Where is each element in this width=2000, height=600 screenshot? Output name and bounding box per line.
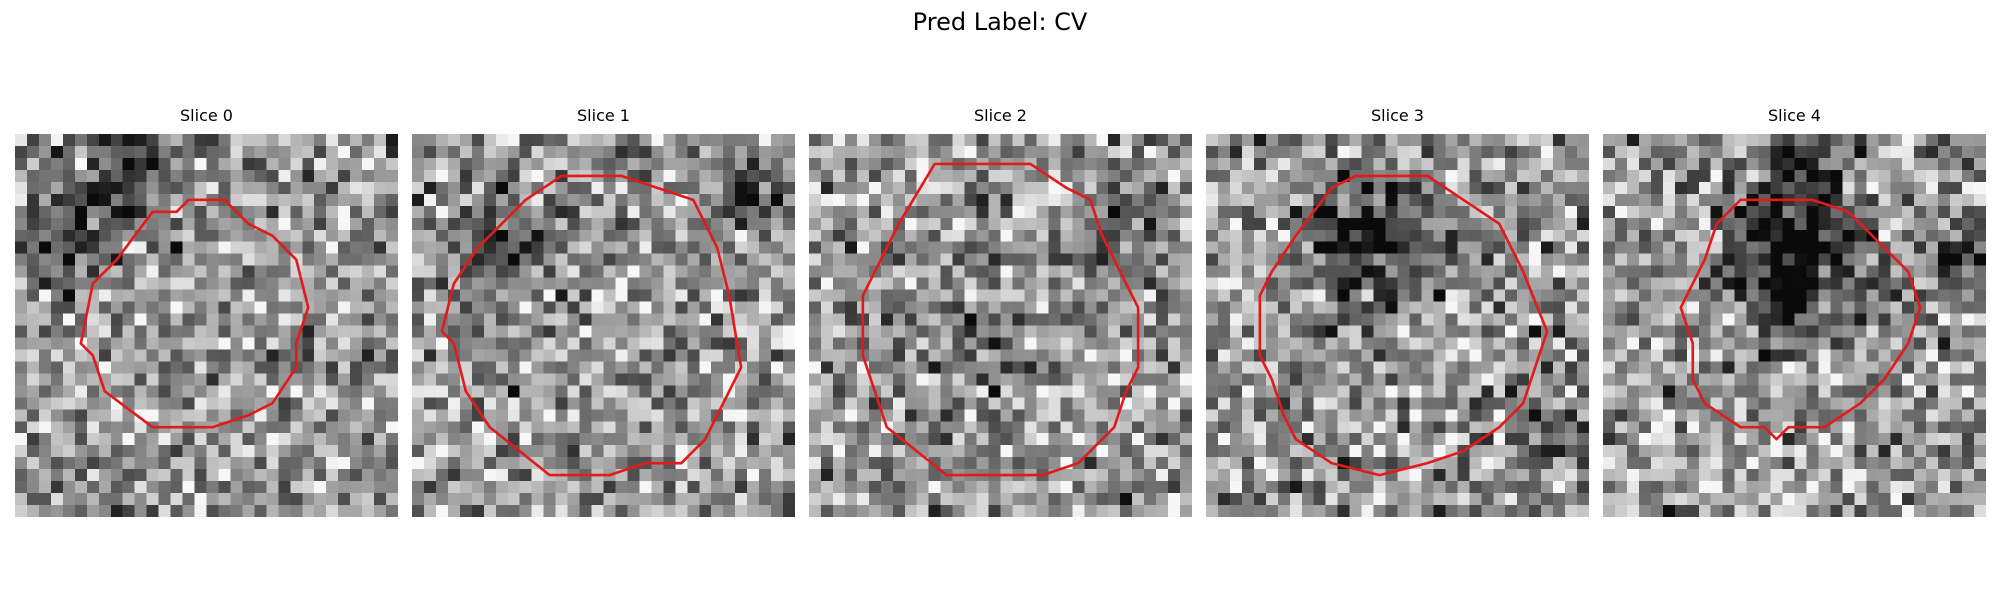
slice-image-4 <box>1603 134 1986 517</box>
roi-contour <box>1679 198 1922 441</box>
slice-title: Slice 4 <box>1768 106 1821 125</box>
slice-image-2 <box>809 134 1192 517</box>
slice-image-0 <box>15 134 398 517</box>
roi-contour <box>861 162 1140 477</box>
slice-panel-1: Slice 1 <box>412 105 795 518</box>
slice-panel-3: Slice 3 <box>1206 105 1589 518</box>
roi-contour <box>440 174 743 477</box>
slice-title: Slice 2 <box>974 106 1027 125</box>
slice-image-3 <box>1206 134 1589 517</box>
roi-contour <box>1258 174 1549 477</box>
roi-contour <box>79 198 310 429</box>
pixel-grid <box>15 134 398 517</box>
slice-title: Slice 1 <box>577 106 630 125</box>
slice-panel-4: Slice 4 <box>1603 105 1986 518</box>
pixel-grid <box>1603 134 1986 517</box>
figure-title: Pred Label: CV <box>912 8 1088 36</box>
slice-panel-0: Slice 0 <box>15 105 398 518</box>
pixel-grid <box>1206 134 1589 517</box>
pixel-grid <box>412 134 795 517</box>
slice-title: Slice 0 <box>180 106 233 125</box>
slice-image-1 <box>412 134 795 517</box>
pixel-grid <box>809 134 1192 517</box>
slice-panel-2: Slice 2 <box>809 105 1192 518</box>
slice-title: Slice 3 <box>1371 106 1424 125</box>
